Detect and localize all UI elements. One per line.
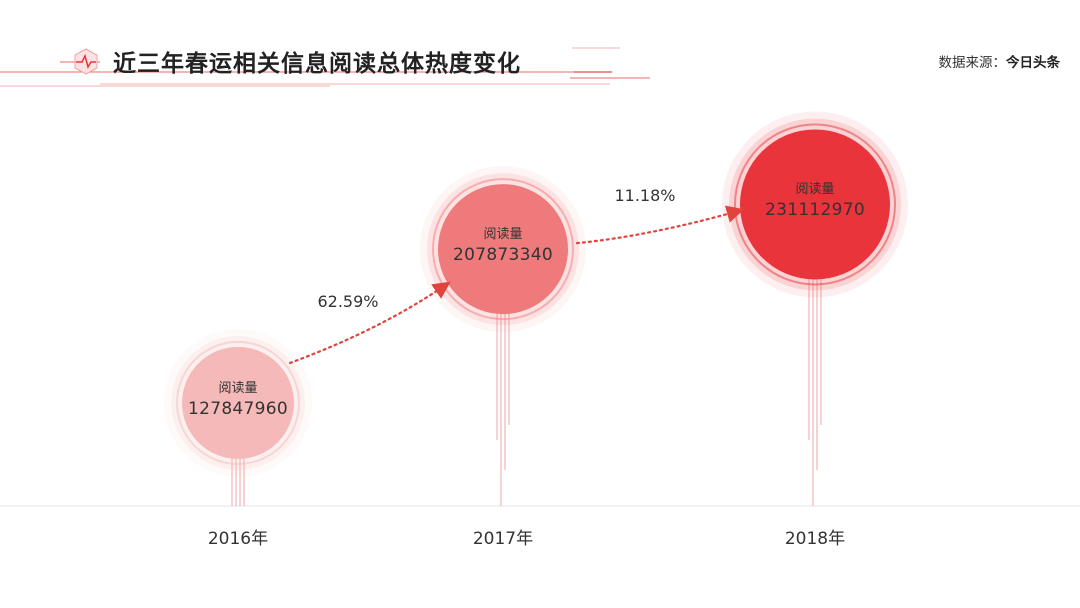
bubble-label: 阅读量 231112970 <box>725 178 905 220</box>
bubble-metric-label: 阅读量 <box>483 227 523 243</box>
bubble-2017年 <box>420 166 586 333</box>
bubble-2016年 <box>164 328 312 477</box>
growth-rate-label: 62.59% <box>317 292 379 311</box>
data-source: 数据来源：今日头条 <box>939 51 1061 71</box>
growth-rate-label: 11.18% <box>614 186 676 205</box>
growth-arrow-0 <box>288 281 451 365</box>
bubble-2018年 <box>722 111 908 298</box>
page-title: 近三年春运相关信息阅读总体热度变化 <box>113 51 521 77</box>
bubble-value-label: 231112970 <box>764 200 866 221</box>
header-logo-icon <box>74 48 98 75</box>
bubble-label: 阅读量 127847960 <box>148 377 328 419</box>
bubble-value-label: 207873340 <box>452 245 554 266</box>
header-decoration <box>0 47 650 87</box>
bubble-value-label: 127847960 <box>187 398 289 419</box>
x-tick-label: 2018年 <box>784 529 846 549</box>
bubble-label: 阅读量 207873340 <box>413 223 593 265</box>
bubble-metric-label: 阅读量 <box>218 380 258 396</box>
growth-arrow-1 <box>575 205 745 245</box>
bubble-stem-1 <box>496 296 510 506</box>
bubble-metric-label: 阅读量 <box>795 182 835 198</box>
x-tick-label: 2016年 <box>207 529 269 549</box>
x-tick-label: 2017年 <box>472 529 534 549</box>
bubble-stem-2 <box>808 258 822 506</box>
source-name: 今日头条 <box>1006 55 1060 71</box>
source-prefix: 数据来源： <box>938 55 1007 71</box>
